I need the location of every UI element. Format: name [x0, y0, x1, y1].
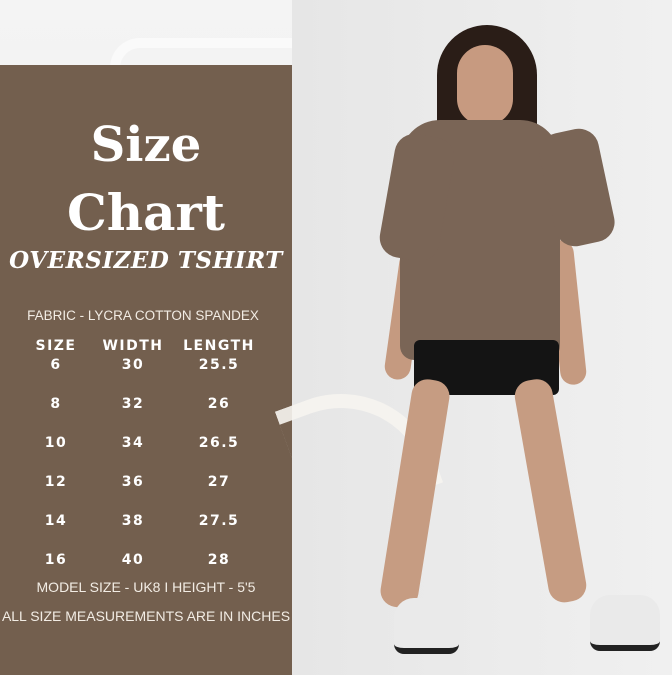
table-cell: 25.5: [198, 357, 240, 373]
table-cell: 40: [121, 552, 145, 568]
title-chart: Chart: [67, 183, 225, 242]
model-size-note: MODEL SIZE - UK8 I HEIGHT - 5'5: [36, 579, 256, 595]
table-cell: 27.5: [198, 513, 240, 529]
table-cell: 14: [44, 513, 68, 529]
table-cell: 36: [121, 474, 145, 490]
table-cell: 12: [44, 474, 68, 490]
header-length: LENGTH: [183, 338, 255, 354]
right-leg: [512, 376, 589, 605]
table-cell: 26.5: [198, 435, 240, 451]
table-cell: 26: [207, 396, 231, 412]
left-shoe: [394, 598, 459, 654]
units-note: ALL SIZE MEASUREMENTS ARE IN INCHES: [1, 608, 291, 624]
fabric-info: FABRIC - LYCRA COTTON SPANDEX: [27, 308, 259, 323]
table-cell: 28: [207, 552, 231, 568]
size-chart-panel: Size Chart OVERSIZED TSHIRT FABRIC - LYC…: [0, 65, 292, 675]
table-cell: 30: [121, 357, 145, 373]
table-cell: 8: [50, 396, 62, 412]
header-width: WIDTH: [102, 338, 164, 354]
header-size: SIZE: [35, 338, 77, 354]
model-photo: [274, 0, 672, 675]
table-cell: 38: [121, 513, 145, 529]
right-shoe: [590, 595, 660, 651]
table-cell: 27: [207, 474, 231, 490]
table-cell: 16: [44, 552, 68, 568]
face: [457, 45, 513, 125]
table-cell: 34: [121, 435, 145, 451]
table-cell: 6: [50, 357, 62, 373]
subtitle: OVERSIZED TSHIRT: [9, 247, 283, 274]
table-cell: 10: [44, 435, 68, 451]
title-size: Size: [90, 117, 202, 173]
table-cell: 32: [121, 396, 145, 412]
